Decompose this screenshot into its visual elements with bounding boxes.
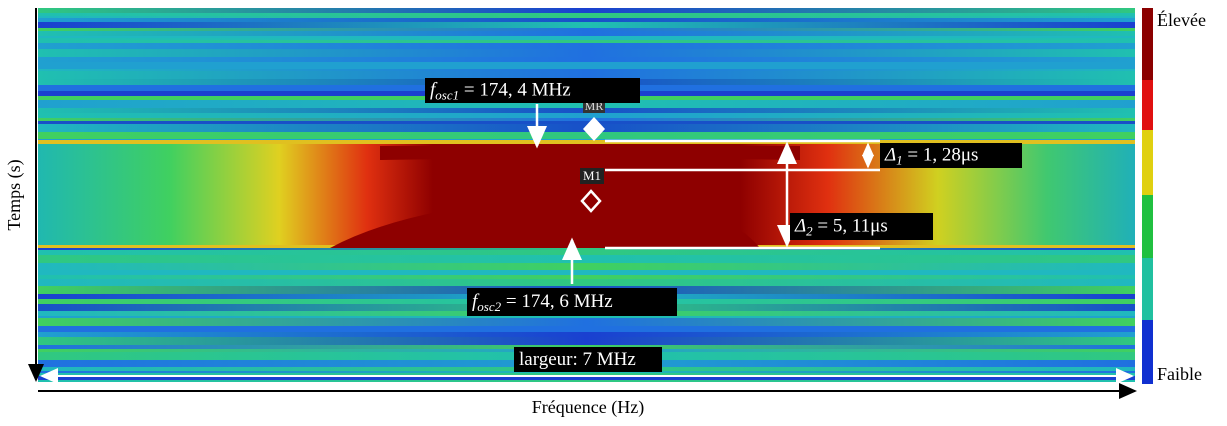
stripe: [38, 316, 1135, 318]
stripe: [38, 38, 1135, 40]
value: = 1, 28μs: [903, 145, 979, 166]
label-box: [467, 288, 677, 316]
stripe: [38, 28, 1135, 31]
stripe: [38, 318, 1135, 326]
stripe: [38, 118, 1135, 121]
stripe: [38, 265, 1135, 270]
stripe: [38, 69, 1135, 71]
stripe: [38, 18, 1135, 22]
colorbar-high: Élevée: [1157, 9, 1206, 30]
annotation-label: Δ1 = 1, 28μs: [884, 145, 978, 168]
stripe: [38, 255, 1135, 263]
stripe: [38, 250, 1135, 255]
symbol: Δ: [794, 216, 806, 237]
label-box: [790, 213, 933, 240]
stripe: [38, 36, 1135, 38]
marker-label: M1: [583, 168, 601, 183]
stripe: [38, 275, 1135, 279]
y-label: Temps (s): [4, 159, 25, 230]
label-box: [425, 78, 640, 103]
x-label: Fréquence (Hz): [532, 397, 644, 418]
annotation-label: fosc1 = 174, 4 MHz: [430, 80, 571, 103]
subscript: osc2: [477, 299, 501, 314]
subscript: 1: [896, 152, 903, 167]
stripe: [38, 16, 1135, 18]
symbol: Δ: [884, 145, 896, 166]
subscript: osc1: [435, 87, 459, 102]
value: = 174, 6 MHz: [501, 291, 613, 312]
stripe: [38, 43, 1135, 49]
stripe: [38, 332, 1135, 337]
label-box: [880, 143, 1022, 168]
label-box: [514, 347, 662, 372]
stripe: [38, 337, 1135, 345]
subscript: 2: [806, 223, 813, 238]
annotation-label: Δ2 = 5, 11μs: [794, 216, 888, 239]
stripe: [38, 31, 1135, 36]
stripe: [38, 326, 1135, 332]
value: = 174, 4 MHz: [459, 80, 571, 101]
marker-box: [580, 168, 604, 184]
stripe: [38, 49, 1135, 57]
stripe: [38, 62, 1135, 69]
stripe: [38, 121, 1135, 124]
stripe: [38, 380, 1135, 382]
stripe: [38, 263, 1135, 265]
stripe: [38, 40, 1135, 43]
colorbar-low: Faible: [1157, 364, 1202, 384]
annotation-lines: [40, 104, 1134, 384]
stripe: [38, 22, 1135, 28]
annotation-label: largeur: 7 MHz: [519, 349, 636, 370]
stripe: [38, 132, 1135, 139]
stripe: [38, 13, 1135, 16]
stripe: [38, 57, 1135, 62]
marker: [583, 117, 605, 141]
stripe: [38, 71, 1135, 79]
colorbar: [1142, 8, 1153, 384]
symbol: f: [472, 291, 480, 312]
annotation-label: fosc2 = 174, 6 MHz: [472, 291, 613, 314]
stripe: [38, 8, 1135, 13]
symbol: f: [430, 80, 438, 101]
marker: [580, 189, 602, 213]
stripe: [38, 113, 1135, 118]
stripe: [38, 270, 1135, 275]
stripe: [38, 279, 1135, 286]
value: = 5, 11μs: [813, 216, 888, 237]
